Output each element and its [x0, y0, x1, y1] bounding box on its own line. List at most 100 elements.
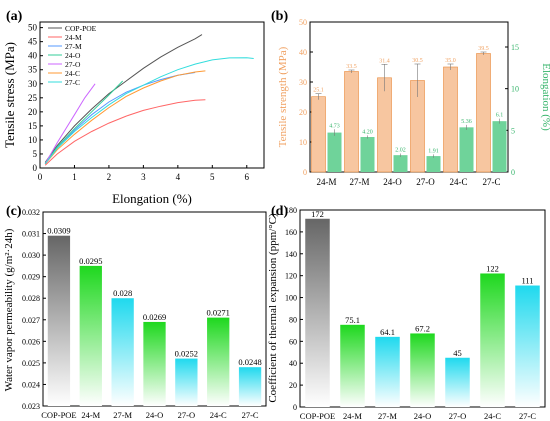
panel-b-bar-tensile [443, 66, 458, 173]
panel-c-category-label: 27-C [242, 410, 259, 420]
panel-b-bar-elongation [492, 121, 507, 172]
panel-a-ytick-label: 30 [28, 79, 38, 89]
panel-d-ytick-label: 140 [285, 250, 297, 259]
panel-d-bar [410, 333, 435, 407]
panel-a-xtick-label: 6 [245, 172, 250, 182]
panel-d-bar [515, 285, 540, 407]
panel-b-data-label-elongation: 6.1 [496, 113, 504, 119]
panel-c-ytick-label: 0.032 [22, 208, 40, 217]
panel-b-bar-elongation [360, 137, 375, 172]
panel-b-category-label: 27-C [483, 177, 501, 187]
panel-d-category-label: 24-C [484, 411, 501, 421]
panel-b-bar-tensile [476, 53, 491, 173]
panel-a-ytick-label: 0 [33, 163, 38, 173]
panel-b-frame [309, 21, 509, 173]
panel-d-ytick-label: 100 [285, 294, 297, 303]
panel-d-ytick-label: 40 [289, 359, 297, 368]
panel-b-data-label-tensile: 25.1 [313, 88, 324, 94]
panel-b-data-label-tensile: 39.5 [478, 46, 489, 52]
panel-c-ytick-label: 0.028 [22, 294, 40, 303]
panel-c-bar [143, 321, 166, 406]
panel-a-ytick-label: 25 [28, 93, 38, 103]
panel-b-ytick-label: 50 [299, 18, 307, 27]
panel-b-ytick-label: 30 [299, 78, 307, 87]
panel-b-data-label-tensile: 33.5 [346, 64, 357, 70]
panel-b-y2tick-label: 0 [511, 168, 515, 177]
panel-a-series-line [44, 80, 124, 165]
panel-d-bar [445, 357, 470, 407]
panel-c-ytick-label: 0.031 [22, 230, 40, 239]
panel-c-letter: (c) [6, 204, 22, 219]
panel-d-category-label: 27-O [449, 411, 466, 421]
panel-d-bar [375, 336, 400, 407]
panel-b-bar-tensile [377, 77, 392, 173]
panel-a-legend-label: 27-O [65, 60, 81, 69]
panel-a-ytick-label: 45 [28, 37, 38, 47]
panel-c-category-label: 24-M [81, 410, 100, 420]
panel-b-category-label: 27-M [350, 177, 370, 187]
panel-d-category-label: 24-O [414, 411, 431, 421]
panel-a-series-line [44, 57, 254, 165]
panel-a-xtick-label: 3 [141, 172, 146, 182]
panel-b-category-label: 27-O [416, 177, 435, 187]
panel-b-data-label-tensile: 31.4 [379, 58, 390, 64]
panel-a-legend-label: COP-POE [65, 24, 97, 33]
panel-b-bar-tensile [344, 71, 359, 173]
panel-d-data-label: 122 [486, 263, 499, 273]
panel-a-ytick-label: 5 [33, 149, 38, 159]
panel-d-bar-chart: (d) 0 20 40 60 80 100 120 140 160 180 172 COP-POE 7… [267, 204, 546, 421]
panel-d-category-label: 27-C [519, 411, 536, 421]
panel-d-ytick-label: 160 [285, 228, 297, 237]
panel-d-bar [480, 273, 505, 407]
panel-b-ylabel-left: Tensile strength (MPa) [277, 46, 289, 147]
panel-c-data-label: 0.0252 [175, 349, 198, 359]
panel-c-data-label: 0.0271 [207, 308, 230, 318]
panel-b-bar-chart: (b) 0 10 20 30 40 50 0 5 10 15 25.1 4.73 24-M 33.5 4.… [271, 9, 550, 187]
panel-a-series-line [44, 34, 203, 163]
panel-c-category-label: 27-M [113, 410, 132, 420]
panel-b-bar-elongation [327, 132, 342, 172]
panel-c-ytick-label: 0.030 [22, 251, 40, 260]
panel-c-category-label: 24-C [210, 410, 227, 420]
panel-d-data-label: 45 [453, 348, 462, 358]
panel-c-bar [238, 367, 262, 406]
panel-a-xtick-label: 5 [210, 172, 215, 182]
panel-a-xtick-label: 1 [72, 172, 77, 182]
panel-b-data-label-elongation: 1.91 [428, 148, 439, 154]
panel-c-ytick-label: 0.023 [22, 402, 40, 411]
panel-a-xtick-label: 4 [176, 172, 181, 182]
panel-a-series-line [44, 83, 96, 165]
panel-a-series-line [44, 70, 206, 165]
panel-c-ytick-label: 0.026 [22, 337, 40, 346]
panel-a-xtick-label: 2 [107, 172, 112, 182]
panel-d-data-label: 75.1 [345, 315, 360, 325]
panel-a-series-line [44, 99, 206, 166]
panel-b-data-label-elongation: 5.36 [461, 119, 472, 125]
panel-b-bar-elongation [393, 155, 408, 172]
panel-c-ytick-label: 0.027 [22, 316, 40, 325]
panel-b-bar-tensile [311, 96, 326, 173]
panel-b-ytick-label: 0 [303, 168, 307, 177]
panel-b-letter: (b) [271, 9, 288, 24]
panel-c-data-label: 0.0309 [47, 226, 70, 236]
panel-c-bar-chart: (c) 0.023 0.024 0.025 0.026 0.027 0.028 0.029 0… [3, 204, 267, 420]
panel-d-ytick-label: 20 [289, 381, 297, 390]
panel-c-data-label: 0.0248 [238, 357, 261, 367]
panel-d-data-label: 172 [311, 209, 324, 219]
panel-c-bar [207, 317, 230, 406]
panel-a-legend-label: 27-M [65, 42, 82, 51]
panel-d-category-label: 27-M [378, 411, 397, 421]
panel-b-category-label: 24-O [383, 177, 402, 187]
panel-d-ytick-label: 120 [285, 272, 297, 281]
panel-c-ylabel: Water vapor permeability (g/m²·24h) [3, 228, 15, 391]
panel-b-y2tick-label: 5 [511, 126, 515, 135]
panel-d-category-label: COP-POE [300, 411, 335, 421]
panel-c-ytick-label: 0.024 [22, 380, 40, 389]
panel-c-data-label: 0.028 [113, 288, 132, 298]
panel-a-legend-label: 24-C [65, 69, 80, 78]
panel-a-ylabel: Tensile stress (MPa) [2, 42, 17, 148]
panel-a-frame [39, 21, 265, 169]
